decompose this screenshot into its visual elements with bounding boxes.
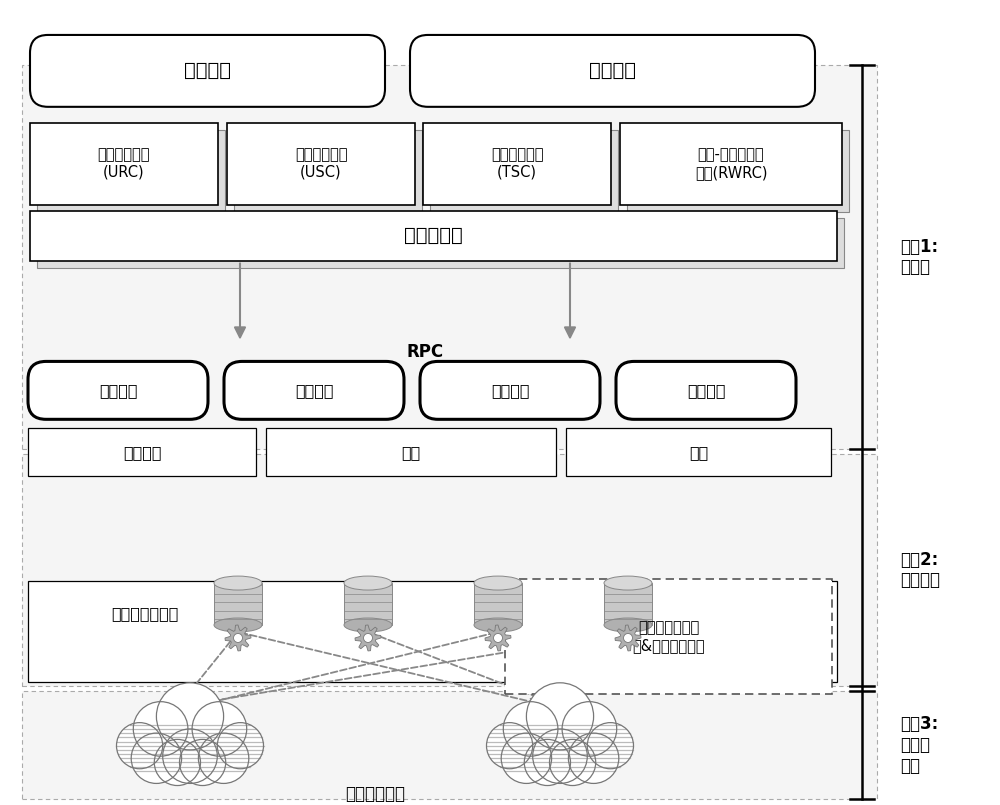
Text: 区块链元数据库: 区块链元数据库 bbox=[111, 606, 179, 621]
Circle shape bbox=[503, 702, 558, 756]
FancyBboxPatch shape bbox=[30, 35, 385, 107]
Bar bbox=[28, 428, 256, 477]
Bar bbox=[214, 583, 262, 625]
FancyBboxPatch shape bbox=[420, 361, 600, 419]
Polygon shape bbox=[485, 625, 511, 651]
Ellipse shape bbox=[604, 576, 652, 590]
Circle shape bbox=[234, 634, 242, 642]
Circle shape bbox=[587, 723, 634, 769]
Text: 任务汇总合约
(TSC): 任务汇总合约 (TSC) bbox=[491, 147, 543, 180]
Circle shape bbox=[526, 683, 594, 750]
Bar bbox=[566, 428, 831, 477]
Polygon shape bbox=[225, 625, 251, 651]
Text: 任务管理: 任务管理 bbox=[589, 61, 636, 80]
Bar bbox=[474, 583, 522, 625]
Bar bbox=[505, 579, 832, 694]
Text: RPC: RPC bbox=[406, 344, 444, 361]
Circle shape bbox=[192, 702, 247, 756]
Bar bbox=[30, 123, 218, 204]
Circle shape bbox=[624, 634, 633, 642]
Text: 挖矿节点: 挖矿节点 bbox=[687, 383, 725, 398]
Text: 挖矿节点: 挖矿节点 bbox=[99, 383, 137, 398]
Circle shape bbox=[131, 733, 182, 783]
Circle shape bbox=[156, 683, 224, 750]
Ellipse shape bbox=[214, 618, 262, 632]
Bar bbox=[234, 130, 422, 212]
Circle shape bbox=[179, 740, 226, 786]
Bar bbox=[423, 123, 611, 204]
Circle shape bbox=[163, 729, 217, 783]
Bar bbox=[37, 217, 844, 267]
Text: 矿工: 矿工 bbox=[689, 445, 708, 460]
Bar bbox=[22, 454, 877, 686]
Text: 用户注册合约
(URC): 用户注册合约 (URC) bbox=[98, 147, 150, 180]
FancyBboxPatch shape bbox=[410, 35, 815, 107]
Text: 层级3:
数据存
储层: 层级3: 数据存 储层 bbox=[900, 715, 938, 774]
Text: 共识算法: 共识算法 bbox=[123, 445, 161, 460]
Bar bbox=[604, 583, 652, 625]
Text: 任务原始数据: 任务原始数据 bbox=[345, 785, 405, 803]
Ellipse shape bbox=[344, 576, 392, 590]
Text: 用户管理: 用户管理 bbox=[184, 61, 231, 80]
Bar bbox=[430, 130, 618, 212]
Text: 元数据：路由信
息&文件哈希数据: 元数据：路由信 息&文件哈希数据 bbox=[632, 621, 705, 653]
Bar bbox=[30, 211, 837, 261]
Circle shape bbox=[154, 740, 200, 786]
Text: 用户汇总合约
(USC): 用户汇总合约 (USC) bbox=[295, 147, 347, 180]
Bar bbox=[37, 130, 225, 212]
Circle shape bbox=[501, 733, 552, 783]
Polygon shape bbox=[355, 625, 381, 651]
Circle shape bbox=[533, 729, 587, 783]
Circle shape bbox=[116, 723, 163, 769]
Bar bbox=[620, 123, 842, 204]
Circle shape bbox=[550, 740, 596, 786]
Circle shape bbox=[524, 740, 570, 786]
Bar bbox=[344, 583, 392, 625]
Ellipse shape bbox=[344, 618, 392, 632]
Text: 层级1:
应用层: 层级1: 应用层 bbox=[900, 237, 938, 276]
Circle shape bbox=[364, 634, 372, 642]
Circle shape bbox=[562, 702, 617, 756]
Bar bbox=[28, 581, 837, 682]
Text: 雇主-工作者关系
合约(RWRC): 雇主-工作者关系 合约(RWRC) bbox=[695, 147, 767, 180]
Text: 挖矿节点: 挖矿节点 bbox=[295, 383, 333, 398]
Text: 网络: 网络 bbox=[401, 445, 421, 460]
Ellipse shape bbox=[604, 618, 652, 632]
Circle shape bbox=[494, 634, 503, 642]
Text: 层级2:
区块链层: 层级2: 区块链层 bbox=[900, 551, 940, 589]
Circle shape bbox=[133, 702, 188, 756]
Ellipse shape bbox=[214, 576, 262, 590]
Ellipse shape bbox=[474, 618, 522, 632]
Bar bbox=[22, 65, 877, 449]
FancyBboxPatch shape bbox=[28, 361, 208, 419]
Ellipse shape bbox=[474, 576, 522, 590]
Bar bbox=[227, 123, 415, 204]
Bar bbox=[266, 428, 556, 477]
Circle shape bbox=[486, 723, 533, 769]
Circle shape bbox=[568, 733, 619, 783]
Circle shape bbox=[198, 733, 249, 783]
Bar bbox=[22, 691, 877, 799]
Text: 合约编译器: 合约编译器 bbox=[404, 226, 463, 245]
Polygon shape bbox=[615, 625, 641, 651]
FancyBboxPatch shape bbox=[224, 361, 404, 419]
FancyBboxPatch shape bbox=[616, 361, 796, 419]
Bar bbox=[627, 130, 849, 212]
Circle shape bbox=[217, 723, 264, 769]
Text: 挖矿节点: 挖矿节点 bbox=[491, 383, 529, 398]
